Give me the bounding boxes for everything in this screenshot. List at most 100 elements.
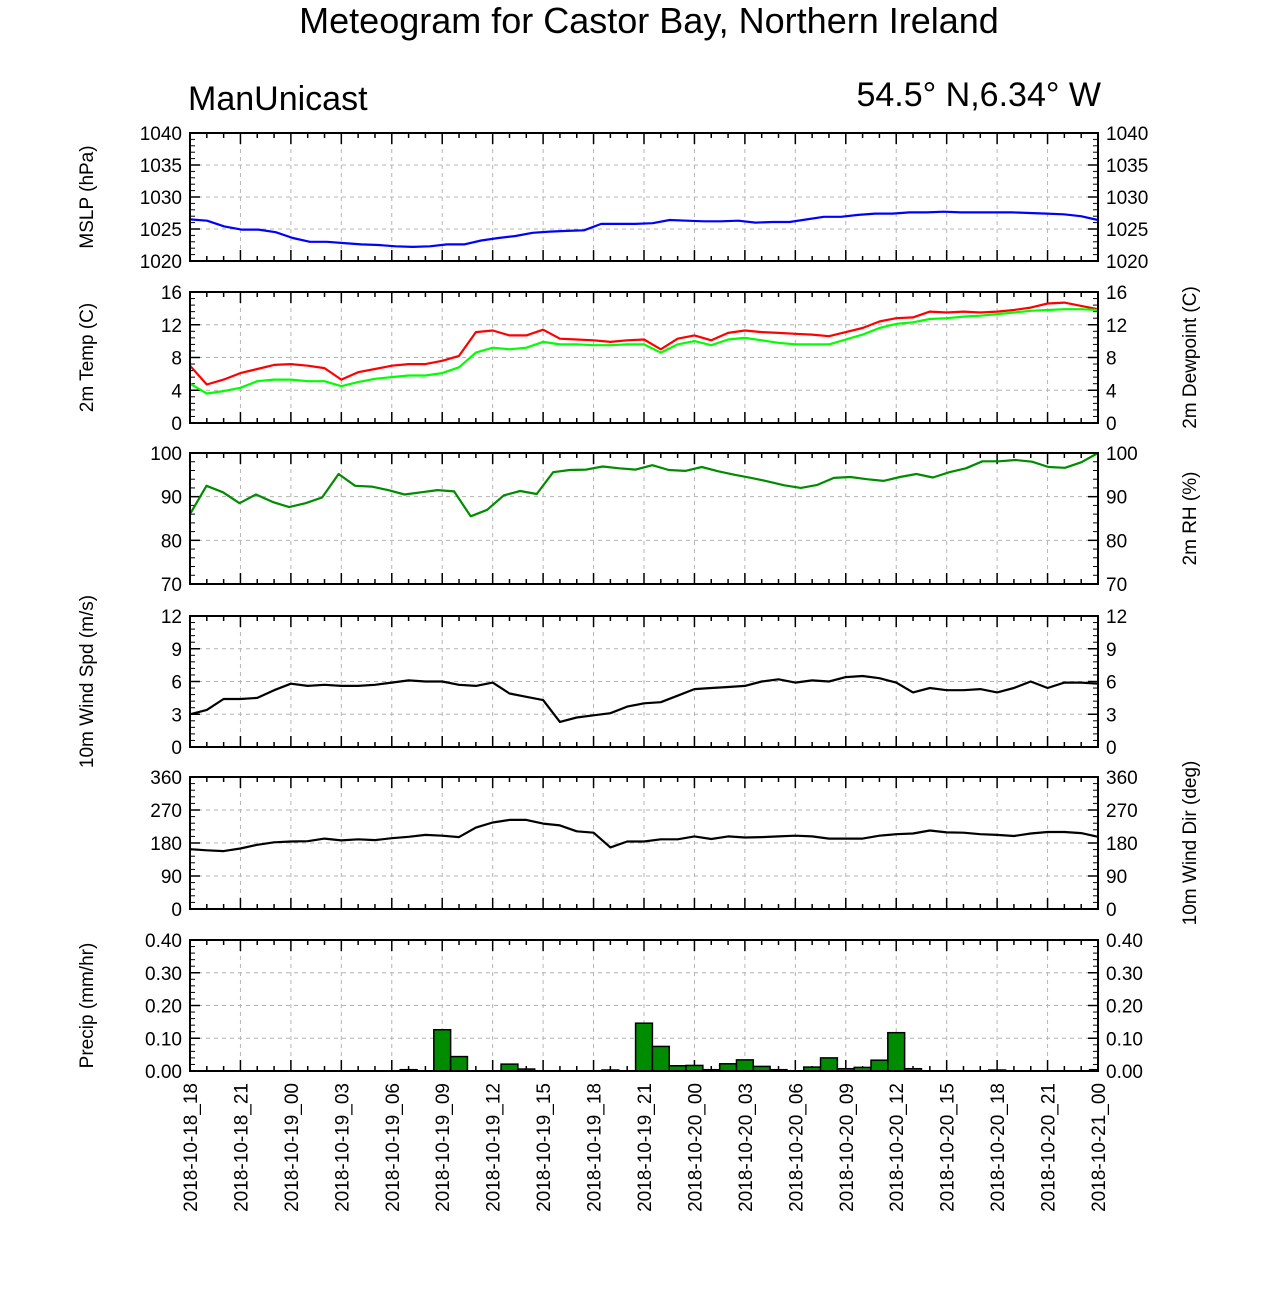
model-name: ManUnicast xyxy=(188,80,368,118)
y-tick-label-left: 0.10 xyxy=(145,1029,182,1050)
y-tick-label-left: 12 xyxy=(161,607,182,628)
y-tick-label-left: 0.30 xyxy=(145,964,182,985)
panel-border xyxy=(189,132,1099,262)
x-tick-label: 2018-10-18_18 xyxy=(181,1083,202,1212)
y-tick-label-right: 0.40 xyxy=(1106,931,1143,952)
x-tick-label: 2018-10-19_21 xyxy=(635,1083,656,1212)
x-tick-label: 2018-10-19_03 xyxy=(332,1083,353,1212)
x-tick-label: 2018-10-20_18 xyxy=(988,1083,1009,1212)
y-tick-label-right: 0.00 xyxy=(1106,1062,1143,1083)
y-tick-label-left: 12 xyxy=(161,316,182,337)
y-tick-label-left: 270 xyxy=(150,801,182,822)
y-tick-label-right: 0.30 xyxy=(1106,964,1143,985)
series-line-1 xyxy=(189,452,1099,518)
series-line-1 xyxy=(189,210,1099,248)
x-tick-label: 2018-10-21_00 xyxy=(1089,1083,1110,1212)
left-axis-label: 2m Temp (C) xyxy=(77,303,98,412)
y-tick-label-right: 1035 xyxy=(1106,156,1148,177)
y-tick-label-right: 9 xyxy=(1106,640,1117,661)
y-tick-label-left: 1030 xyxy=(140,188,182,209)
y-tick-label-right: 90 xyxy=(1106,488,1127,509)
panel-4: 0 0 3 3 6 6 9 9 12 12 10m Wind Spd (m/s) xyxy=(77,595,1127,768)
y-tick-label-left: 90 xyxy=(161,488,182,509)
location-coordinates: 54.5° N,6.34° W xyxy=(856,76,1101,114)
y-tick-label-right: 4 xyxy=(1106,381,1117,402)
x-tick-label: 2018-10-20_21 xyxy=(1039,1083,1060,1212)
y-tick-label-right: 0 xyxy=(1106,414,1117,435)
series-line-1 xyxy=(189,301,1099,386)
y-tick-label-left: 100 xyxy=(150,444,182,465)
y-tick-label-right: 0.20 xyxy=(1106,997,1143,1018)
y-tick-label-right: 3 xyxy=(1106,705,1117,726)
y-tick-label-left: 1020 xyxy=(140,252,182,273)
y-tick-label-left: 0 xyxy=(171,414,182,435)
y-tick-label-right: 0.10 xyxy=(1106,1029,1143,1050)
precip-bar xyxy=(887,1031,906,1072)
y-tick-label-right: 12 xyxy=(1106,316,1127,337)
precip-bar xyxy=(651,1045,670,1072)
y-tick-label-left: 360 xyxy=(150,768,182,789)
panel-5: 0 0 90 90 180 180 270 270 360 360 10m Wind Dir (de… xyxy=(150,761,1201,926)
y-tick-label-left: 80 xyxy=(161,531,182,552)
y-tick-label-right: 6 xyxy=(1106,673,1117,694)
y-tick-label-left: 3 xyxy=(171,705,182,726)
y-tick-label-left: 6 xyxy=(171,673,182,694)
y-tick-label-left: 180 xyxy=(150,834,182,855)
y-tick-label-right: 180 xyxy=(1106,834,1138,855)
right-axis-label: 10m Wind Dir (deg) xyxy=(1180,761,1201,926)
precip-bar xyxy=(819,1057,839,1072)
y-tick-label-right: 80 xyxy=(1106,531,1127,552)
y-tick-label-right: 1040 xyxy=(1106,124,1148,145)
left-axis-label: MSLP (hPa) xyxy=(77,145,98,248)
y-tick-label-left: 70 xyxy=(161,575,182,596)
precip-bar xyxy=(718,1063,738,1072)
left-axis-label: 10m Wind Spd (m/s) xyxy=(77,595,98,768)
panel-2: 0 0 4 4 8 8 12 12 16 16 2m Temp (C) 2m Dewpoint (C) xyxy=(77,283,1201,435)
x-tick-label: 2018-10-19_12 xyxy=(484,1083,505,1212)
x-tick-label: 2018-10-20_06 xyxy=(786,1083,807,1212)
chart-title: Meteogram for Castor Bay, Northern Irela… xyxy=(299,0,999,41)
panel-border xyxy=(189,291,1099,424)
y-tick-label-right: 70 xyxy=(1106,575,1127,596)
precip-bar xyxy=(500,1063,519,1072)
series-line-1 xyxy=(189,674,1099,724)
y-tick-label-left: 0 xyxy=(171,738,182,759)
y-tick-label-left: 0.00 xyxy=(145,1062,182,1083)
y-tick-label-left: 16 xyxy=(161,283,182,304)
y-tick-label-right: 1020 xyxy=(1106,252,1148,273)
precip-bar xyxy=(634,1022,654,1072)
y-tick-label-left: 9 xyxy=(171,640,182,661)
y-tick-label-right: 360 xyxy=(1106,768,1138,789)
y-tick-label-left: 4 xyxy=(171,381,182,402)
x-tick-label: 2018-10-19_15 xyxy=(534,1083,555,1212)
y-tick-label-left: 1035 xyxy=(140,156,182,177)
panel-border xyxy=(189,452,1099,585)
panel-border xyxy=(189,776,1099,910)
y-tick-label-right: 16 xyxy=(1106,283,1127,304)
right-axis-label: 2m Dewpoint (C) xyxy=(1180,286,1201,429)
x-tick-label: 2018-10-18_21 xyxy=(231,1083,252,1212)
y-tick-label-left: 0.20 xyxy=(145,997,182,1018)
y-tick-label-left: 0.40 xyxy=(145,931,182,952)
panel-6: 0.00 0.00 0.10 0.10 0.20 0.20 0.30 0.30 0.40 0.40… xyxy=(77,931,1143,1083)
panel-3: 70 70 80 80 90 90 100 100 2m RH (%) xyxy=(150,444,1201,596)
x-tick-label: 2018-10-19_09 xyxy=(433,1083,454,1212)
panel-1: 1020 1020 1025 1025 1030 1030 1035 1035 1040 1040… xyxy=(77,124,1148,273)
y-tick-label-left: 1040 xyxy=(140,124,182,145)
right-axis-label: 2m RH (%) xyxy=(1180,472,1201,566)
precip-bar xyxy=(433,1028,452,1072)
precip-bar xyxy=(449,1055,469,1072)
y-tick-label-left: 1025 xyxy=(140,220,182,241)
panel-border xyxy=(189,615,1099,748)
x-tick-label: 2018-10-19_18 xyxy=(585,1083,606,1212)
precip-bar xyxy=(870,1059,889,1072)
x-tick-label: 2018-10-19_00 xyxy=(282,1083,303,1212)
y-tick-label-right: 90 xyxy=(1106,867,1127,888)
y-tick-label-right: 0 xyxy=(1106,738,1117,759)
y-tick-label-right: 100 xyxy=(1106,444,1138,465)
y-tick-label-left: 0 xyxy=(171,900,182,921)
x-tick-label: 2018-10-20_00 xyxy=(685,1083,706,1212)
y-tick-label-left: 8 xyxy=(171,349,182,370)
